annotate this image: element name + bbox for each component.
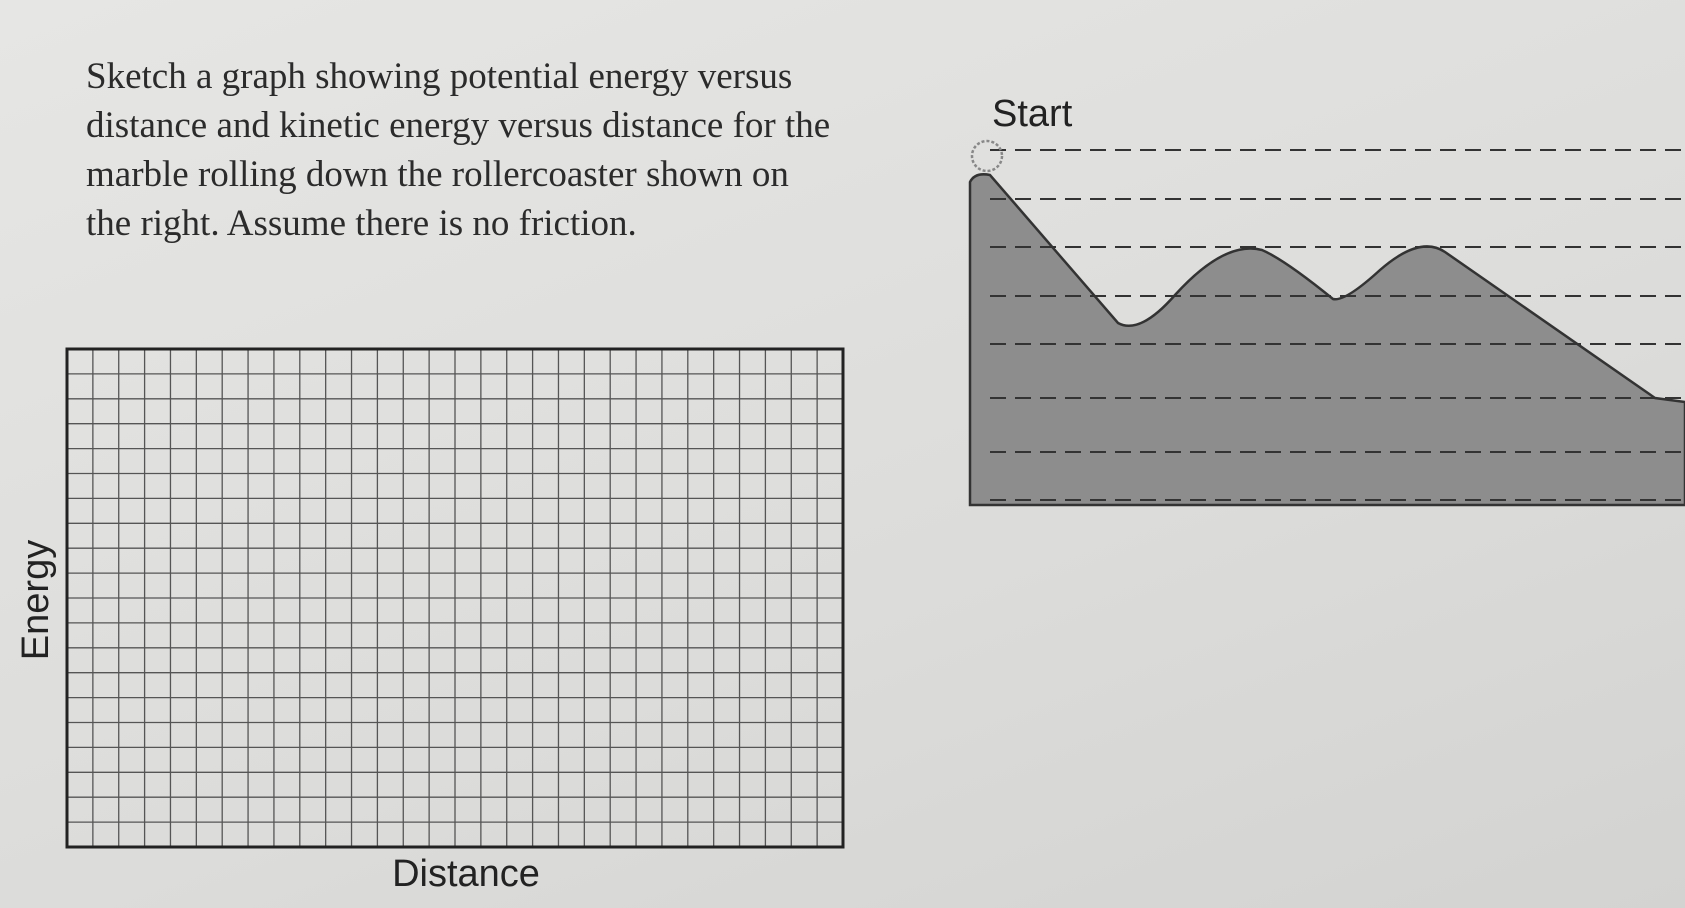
question-line: Sketch a graph showing potential energy … bbox=[86, 56, 793, 97]
height-lines bbox=[990, 149, 1685, 501]
question-line: the right. Assume there is no friction. bbox=[86, 203, 637, 244]
y-axis-label: Energy bbox=[15, 540, 57, 660]
grid-border bbox=[65, 347, 845, 849]
question-line: distance and kinetic energy versus dista… bbox=[86, 105, 831, 146]
marble bbox=[970, 139, 1004, 173]
start-label: Start bbox=[992, 93, 1073, 135]
question-line: marble rolling down the rollercoaster sh… bbox=[86, 154, 789, 195]
rollercoaster-track bbox=[968, 173, 1685, 507]
blank-grid bbox=[67, 349, 843, 847]
question-text: Sketch a graph showing potential energy … bbox=[86, 52, 830, 248]
x-axis-label: Distance bbox=[392, 853, 540, 895]
